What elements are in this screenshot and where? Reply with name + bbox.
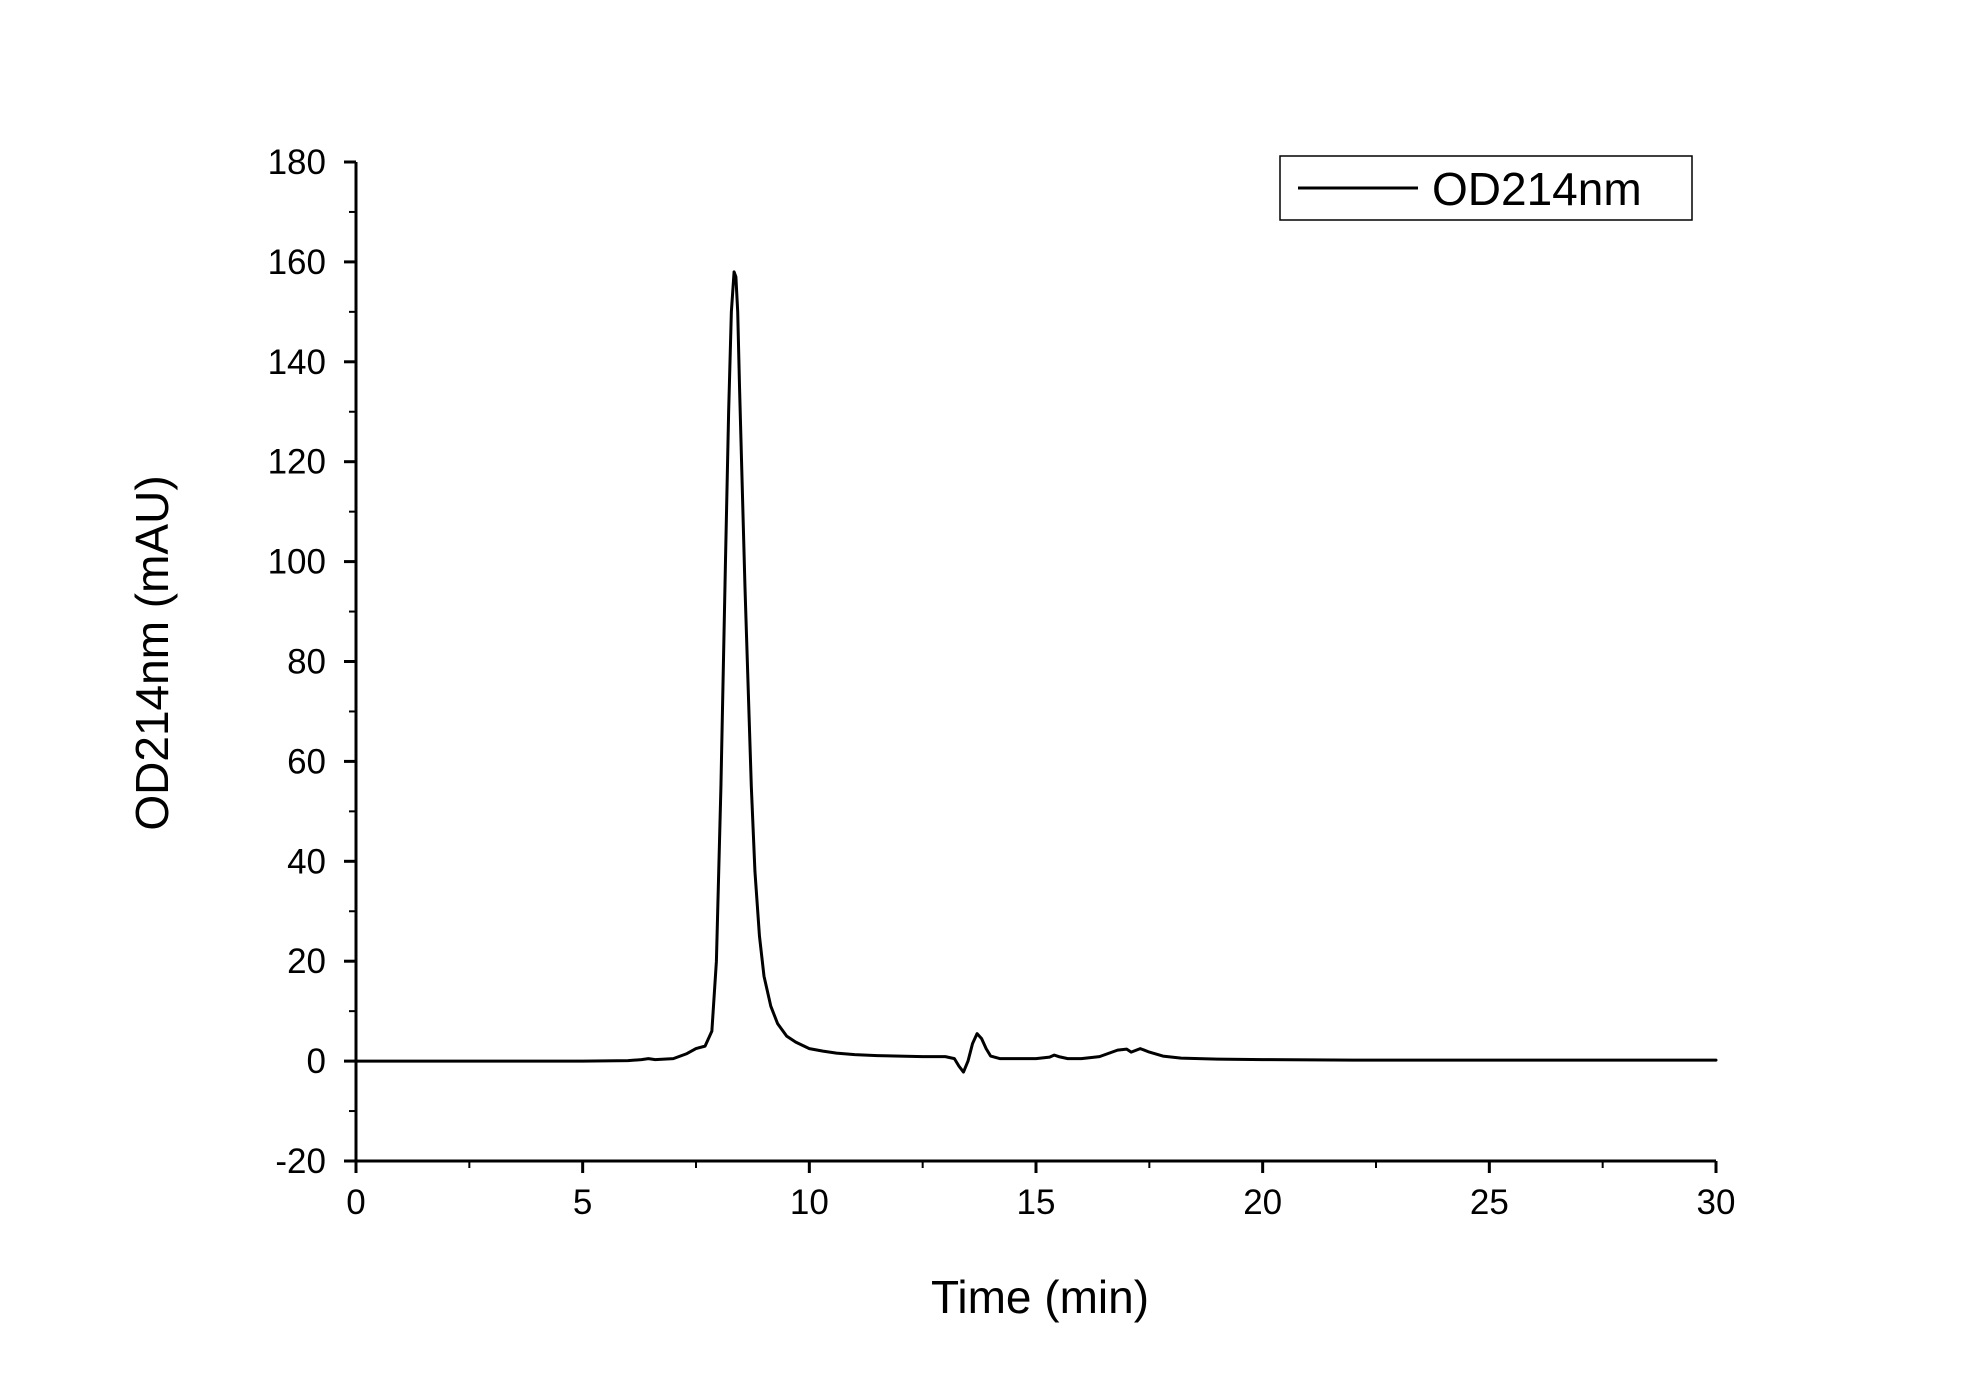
plot-area <box>354 270 1718 1074</box>
y-tick-label: 180 <box>268 143 326 182</box>
x-axis: 0 5 10 15 20 25 30 <box>346 1159 1735 1222</box>
x-tick-label: 5 <box>573 1183 592 1222</box>
y-ticks: -20 0 20 40 60 80 100 120 140 160 180 <box>268 143 356 1181</box>
y-tick-label: 100 <box>268 543 326 582</box>
x-axis-title: Time (min) <box>931 1271 1149 1323</box>
x-tick-label: 10 <box>790 1183 829 1222</box>
y-tick-label: 60 <box>287 742 326 781</box>
y-tick-label: 120 <box>268 443 326 482</box>
series-line-od214nm <box>354 270 1718 1074</box>
x-tick-label: 20 <box>1243 1183 1282 1222</box>
y-axis: -20 0 20 40 60 80 100 120 140 160 180 <box>268 143 358 1181</box>
y-tick-label: -20 <box>275 1142 326 1181</box>
x-ticks: 0 5 10 15 20 25 30 <box>346 1161 1735 1222</box>
x-tick-label: 25 <box>1470 1183 1509 1222</box>
y-tick-label: 20 <box>287 942 326 981</box>
x-tick-label: 15 <box>1017 1183 1056 1222</box>
x-tick-label: 30 <box>1697 1183 1736 1222</box>
legend: OD214nm <box>1279 155 1693 221</box>
y-tick-label: 140 <box>268 343 326 382</box>
y-tick-label: 0 <box>307 1042 326 1081</box>
legend-label-od214nm: OD214nm <box>1432 163 1642 215</box>
y-tick-label: 80 <box>287 643 326 682</box>
x-tick-label: 0 <box>346 1183 365 1222</box>
y-tick-label: 40 <box>287 842 326 881</box>
y-axis-title: OD214nm (mAU) <box>126 475 178 830</box>
y-tick-label: 160 <box>268 243 326 282</box>
